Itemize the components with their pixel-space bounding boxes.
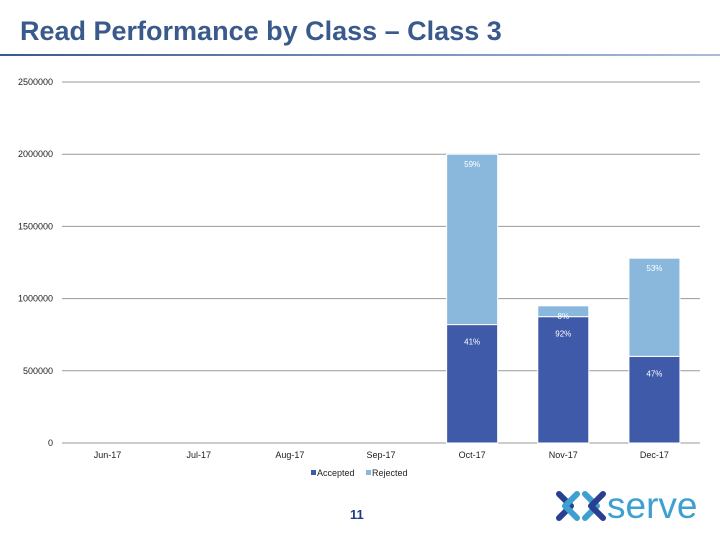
legend-label-accepted: Accepted [317, 468, 355, 478]
y-tick-label: 1000000 [18, 294, 53, 304]
logo-text: serve [607, 485, 698, 526]
legend-label-rejected: Rejected [372, 468, 408, 478]
data-labels: 59% 41% 8% 92% 53% 47% [464, 160, 662, 378]
data-label: 8% [558, 312, 570, 321]
x-tick-label: Sep-17 [366, 450, 395, 460]
bar-rejected-nov-17 [537, 305, 590, 318]
x-tick-label: Jun-17 [94, 450, 122, 460]
data-label: 59% [464, 160, 480, 169]
data-label: 92% [555, 330, 571, 339]
legend-swatch-rejected [366, 470, 371, 475]
x-tick-label: Nov-17 [549, 450, 578, 460]
page-title: Read Performance by Class – Class 3 [20, 16, 502, 46]
data-label: 41% [464, 338, 480, 347]
legend: Accepted Rejected [311, 468, 408, 478]
y-tick-label: 0 [48, 438, 53, 448]
gridlines [62, 81, 700, 444]
xoserve-mark-icon [556, 491, 606, 521]
x-tick-label: Oct-17 [459, 450, 486, 460]
x-tick-label: Jul-17 [186, 450, 211, 460]
bar-rejected-oct-17 [446, 153, 499, 326]
bar-accepted-oct-17 [446, 324, 499, 444]
y-tick-label: 1500000 [18, 221, 53, 231]
axis-ticks: 0 500000 1000000 1500000 2000000 2500000 Jun-1… [18, 77, 669, 460]
x-tick-label: Dec-17 [640, 450, 669, 460]
data-label: 53% [646, 264, 662, 273]
y-tick-label: 2500000 [18, 77, 53, 87]
x-tick-label: Aug-17 [275, 450, 304, 460]
page-number: 11 [350, 507, 364, 522]
xoserve-logo: xoserve serve [555, 486, 697, 526]
bars [446, 153, 681, 444]
logo-name: xoserve [555, 486, 559, 487]
title-underline [0, 54, 720, 56]
legend-swatch-accepted [311, 470, 316, 475]
bar-rejected-dec-17 [628, 257, 681, 357]
stacked-bar-chart: 59% 41% 8% 92% 53% 47% 0 500000 1000000 1500000 2… [18, 77, 700, 478]
y-tick-label: 2000000 [18, 149, 53, 159]
bar-accepted-dec-17 [628, 355, 681, 444]
y-tick-label: 500000 [23, 366, 53, 376]
data-label: 47% [646, 369, 662, 378]
